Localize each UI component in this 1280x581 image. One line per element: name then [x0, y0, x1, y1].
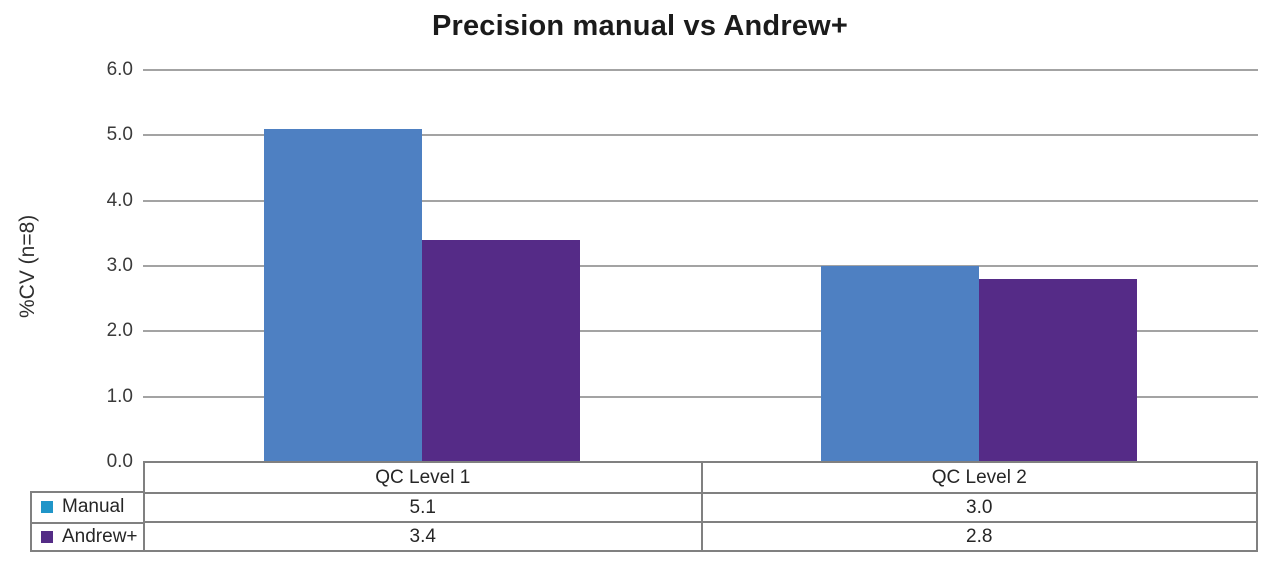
- y-tick-label: 5.0: [106, 124, 133, 146]
- y-tick-label: 6.0: [106, 59, 133, 80]
- table-header-qc-level-1: QC Level 1: [375, 466, 471, 488]
- table-header-qc-level-2: QC Level 2: [700, 463, 1257, 492]
- table-cell-andrew-qc-level-2: 2.8: [700, 521, 1256, 550]
- andrew-series-marker-icon: [41, 530, 53, 543]
- table-cell-andrew-qc-level-1: 3.4: [145, 521, 701, 550]
- y-tick-label: 0.0: [106, 451, 133, 472]
- legend-label-andrew: Andrew+: [62, 525, 138, 547]
- y-tick-label: 3.0: [106, 255, 133, 276]
- table-cell-manual-qc-level-1: 5.1: [145, 492, 701, 521]
- legend-label-manual: Manual: [62, 496, 125, 518]
- bar-manual-qc-level-2: [821, 266, 980, 462]
- bar-andrew-qc-level-1: [421, 239, 580, 462]
- bar-manual-qc-level-1: [263, 128, 422, 462]
- gridline: [143, 69, 1258, 71]
- chart-title: Precision manual vs Andrew+: [431, 10, 849, 42]
- legend-item-andrew: Andrew+: [32, 521, 143, 551]
- manual-series-marker-icon: [41, 501, 53, 514]
- gridline: [143, 134, 1258, 137]
- legend-item-manual: Manual: [32, 493, 143, 522]
- bar-andrew-qc-level-2: [979, 279, 1138, 462]
- y-tick-label: 4.0: [106, 189, 133, 211]
- y-tick-label: 1.0: [106, 385, 133, 407]
- y-tick-label: 2.0: [106, 320, 133, 342]
- gridline: [143, 395, 1258, 398]
- legend: Manual Andrew+: [30, 491, 145, 552]
- plot-area: [143, 69, 1258, 462]
- gridline: [143, 265, 1258, 267]
- data-table: QC Level 1 QC Level 2 5.1 3.0 3.4 2.8: [143, 461, 1258, 552]
- table-cell-manual-qc-level-2: 3.0: [700, 492, 1256, 521]
- gridline: [143, 199, 1258, 202]
- gridline: [143, 330, 1258, 333]
